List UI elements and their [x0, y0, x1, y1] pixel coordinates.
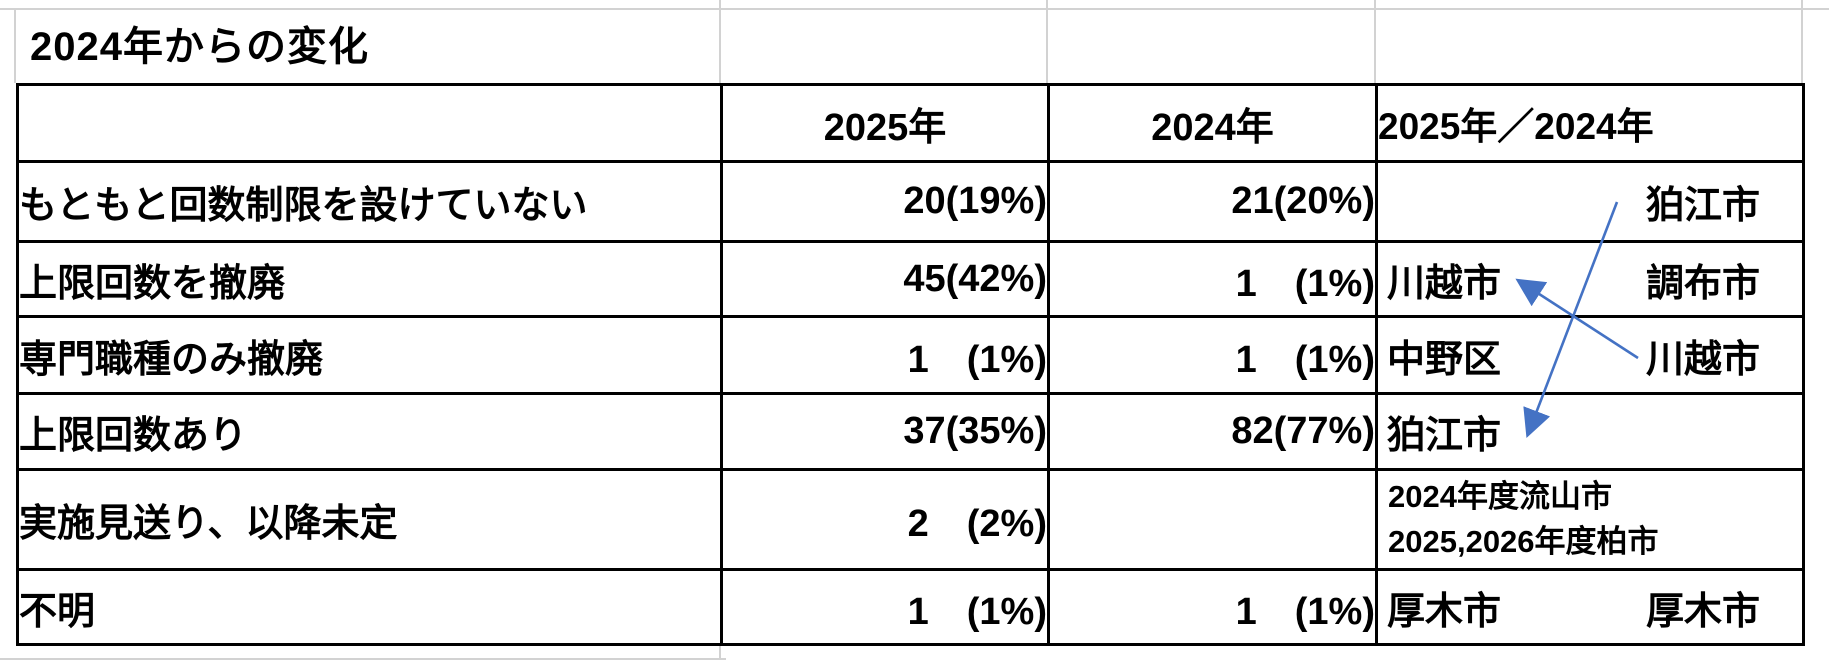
table-row: 実施見送り、以降未定 2 (2%) 2024年度流山市 2025,2026年度柏… [16, 468, 1805, 571]
value-2024-cell[interactable]: 21(20%) [1047, 160, 1378, 243]
gridline-bottom [0, 658, 726, 660]
compare-cell[interactable]: 川越市 調布市 [1375, 240, 1805, 318]
value-2024-cell[interactable]: 82(77%) [1047, 392, 1378, 471]
table-row: もともと回数制限を設けていない 20(19%) 21(20%) 狛江市 [16, 160, 1805, 243]
row-label-cell[interactable]: もともと回数制限を設けていない [16, 160, 723, 243]
value-2024-cell[interactable]: 1 (1%) [1047, 568, 1378, 646]
compare-2025-city: 川越市 [1387, 262, 1502, 305]
page-title: 2024年からの変化 [30, 25, 369, 69]
value-2024-cell[interactable] [1047, 468, 1378, 571]
row-label-cell[interactable]: 専門職種のみ撤廃 [16, 315, 723, 395]
row-label-cell[interactable]: 上限回数を撤廃 [16, 240, 723, 318]
gridline-col-c [1046, 0, 1048, 83]
value-2025-cell[interactable]: 2 (2%) [720, 468, 1050, 571]
change-from-2024-table: 2025年 2024年 2025年／2024年 もともと回数制限を設けていない … [16, 83, 1805, 646]
row-label-cell[interactable]: 上限回数あり [16, 392, 723, 471]
compare-2025-city: 中野区 [1387, 338, 1502, 381]
value-2025-cell[interactable]: 37(35%) [720, 392, 1050, 471]
compare-2025-city: 狛江市 [1387, 415, 1502, 457]
value-2024-cell[interactable]: 1 (1%) [1047, 240, 1378, 318]
gridline-col-e [1801, 0, 1803, 83]
compare-cell[interactable]: 狛江市 [1375, 392, 1805, 471]
gridline-col-b-lower [719, 643, 721, 659]
compare-note-line2: 2025,2026年度柏市 [1388, 523, 1659, 559]
table-row: 専門職種のみ撤廃 1 (1%) 1 (1%) 中野区 川越市 [16, 315, 1805, 395]
value-2024-cell[interactable]: 1 (1%) [1047, 315, 1378, 395]
header-row: 2025年 2024年 2025年／2024年 [16, 83, 1805, 163]
value-2025-cell[interactable]: 1 (1%) [720, 568, 1050, 646]
compare-cell[interactable]: 中野区 川越市 [1375, 315, 1805, 395]
value-2025-cell[interactable]: 20(19%) [720, 160, 1050, 243]
compare-cell[interactable]: 狛江市 [1375, 160, 1805, 243]
gridline-col-b [719, 0, 721, 83]
compare-2024-city: 狛江市 [1645, 185, 1760, 227]
row-label-cell[interactable]: 不明 [16, 568, 723, 646]
compare-cell[interactable]: 2024年度流山市 2025,2026年度柏市 [1375, 468, 1805, 571]
compare-2025-city: 厚木市 [1387, 590, 1502, 633]
gridline-col-a [14, 8, 16, 83]
compare-note-line1: 2024年度流山市 [1388, 478, 1612, 514]
table-row: 上限回数あり 37(35%) 82(77%) 狛江市 [16, 392, 1805, 471]
compare-2024-city: 厚木市 [1645, 590, 1760, 633]
header-blank-cell[interactable] [16, 83, 723, 163]
header-compare-cell[interactable]: 2025年／2024年 [1375, 83, 1805, 163]
header-2025-cell[interactable]: 2025年 [720, 83, 1050, 163]
value-2025-cell[interactable]: 45(42%) [720, 240, 1050, 318]
table-row: 不明 1 (1%) 1 (1%) 厚木市 厚木市 [16, 568, 1805, 646]
table-row: 上限回数を撤廃 45(42%) 1 (1%) 川越市 調布市 [16, 240, 1805, 318]
header-2024-cell[interactable]: 2024年 [1047, 83, 1378, 163]
compare-2024-city: 川越市 [1645, 338, 1760, 381]
gridline-top [0, 8, 1829, 10]
compare-2024-city: 調布市 [1645, 262, 1760, 305]
value-2025-cell[interactable]: 1 (1%) [720, 315, 1050, 395]
gridline-col-d [1374, 0, 1376, 83]
row-label-cell[interactable]: 実施見送り、以降未定 [16, 468, 723, 571]
compare-cell[interactable]: 厚木市 厚木市 [1375, 568, 1805, 646]
